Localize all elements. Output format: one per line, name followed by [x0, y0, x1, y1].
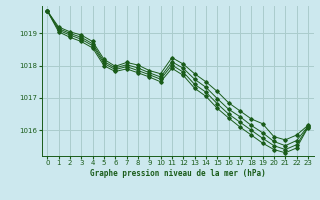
X-axis label: Graphe pression niveau de la mer (hPa): Graphe pression niveau de la mer (hPa) [90, 169, 266, 178]
